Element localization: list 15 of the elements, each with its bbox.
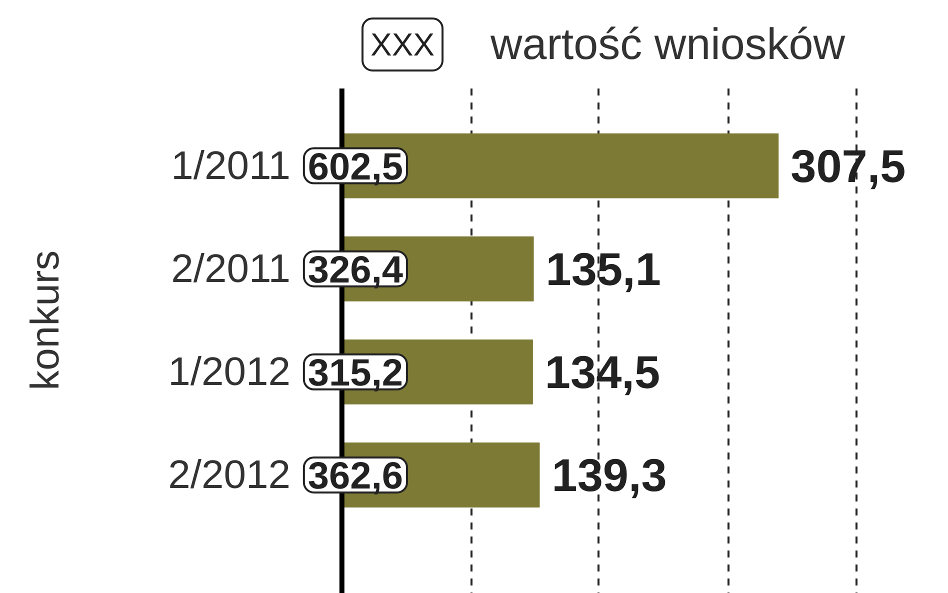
y-tick-label: 2/2012 xyxy=(168,452,290,497)
y-axis-title: konkurs xyxy=(24,250,68,390)
data-label: 139,3 xyxy=(552,448,667,501)
text: wartość wniosków xyxy=(490,20,846,69)
annotation: 326,4 xyxy=(308,249,404,292)
y-tick-label: 2/2011 xyxy=(171,246,290,291)
data-label: 307,5 xyxy=(790,140,906,192)
annotation: 602,5 xyxy=(308,146,404,188)
annotation: 362,6 xyxy=(308,455,404,498)
data-label: 134,5 xyxy=(544,346,660,398)
text: XXX xyxy=(370,26,435,62)
y-tick-label: 1/2012 xyxy=(168,350,290,394)
data-label: 135,1 xyxy=(546,242,661,295)
y-tick-label: 1/2011 xyxy=(171,144,290,188)
annotation: 315,2 xyxy=(308,352,404,394)
